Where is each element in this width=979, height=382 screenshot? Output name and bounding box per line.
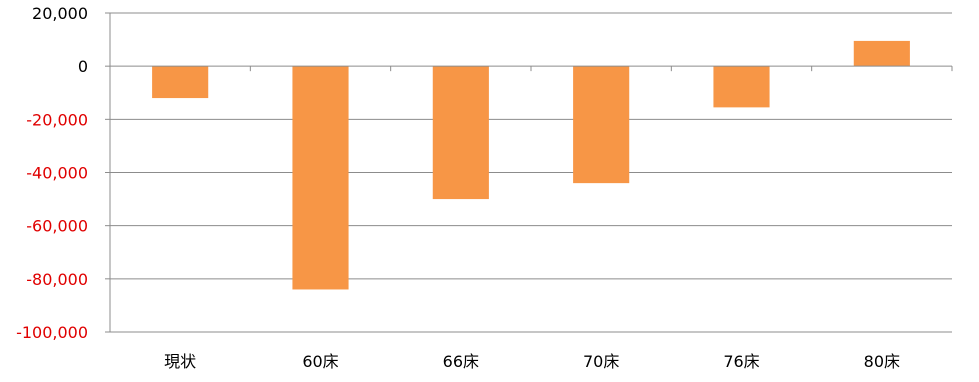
axes <box>105 12 953 333</box>
bar <box>432 66 489 200</box>
bar <box>292 66 349 290</box>
x-tick-label: 現状 <box>164 352 196 371</box>
y-tick-label: 0 <box>78 57 88 76</box>
bar <box>573 66 630 184</box>
y-tick-label: -80,000 <box>26 270 88 289</box>
x-tick-label: 70床 <box>583 352 619 371</box>
x-tick-label: 80床 <box>864 352 900 371</box>
x-tick-label: 66床 <box>443 352 479 371</box>
gridlines <box>110 12 952 333</box>
bar <box>853 40 910 67</box>
y-tick-label: 20,000 <box>32 4 88 23</box>
tick-labels: 20,000 0 -20,000 -40,000 -60,000 -80,000 -100,… <box>16 4 900 371</box>
bar <box>713 66 770 108</box>
y-tick-label: -20,000 <box>26 110 88 129</box>
x-tick-label: 60床 <box>302 352 338 371</box>
y-tick-label: -40,000 <box>26 164 88 183</box>
bar <box>152 66 209 99</box>
y-tick-label: -100,000 <box>16 323 88 342</box>
x-tick-label: 76床 <box>723 352 759 371</box>
y-tick-label: -60,000 <box>26 217 88 236</box>
bars <box>152 40 910 290</box>
